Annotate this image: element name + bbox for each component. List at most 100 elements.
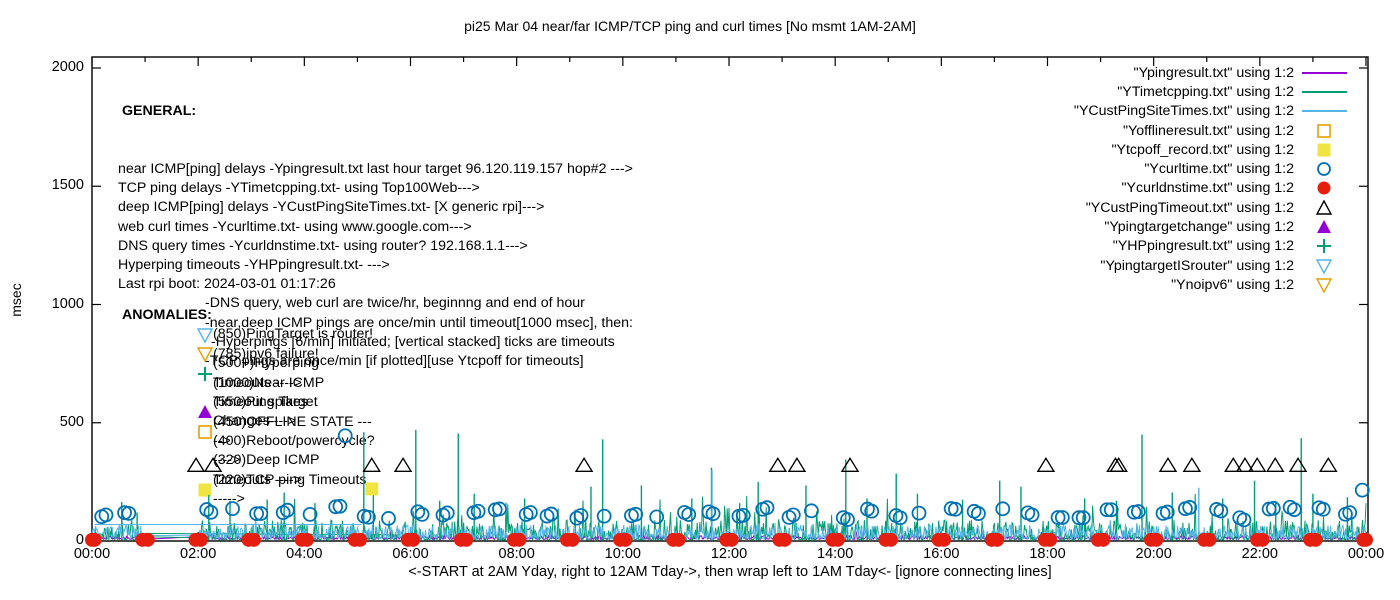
x-tick-label: 04:00 — [286, 546, 323, 562]
plus-icon — [196, 366, 213, 382]
legend-entry: "Ypingresult.txt" using 1:2 — [1036, 63, 1358, 82]
triangle-down-open-icon — [196, 327, 213, 343]
legend-label: "Ycurldnstime.txt" using 1:2 — [1121, 180, 1294, 197]
x-tick-label: 10:00 — [604, 546, 641, 562]
general-line: web curl times -Ycurltime.txt- using www… — [118, 218, 472, 235]
legend-label: "YCustPingTimeout.txt" using 1:2 — [1085, 199, 1294, 216]
x-tick-label: 16:00 — [923, 546, 960, 562]
legend-entry: "Ynoipv6" using 1:2 — [1036, 275, 1358, 294]
legend-key-circle-filled — [1294, 179, 1354, 197]
legend-key-line — [1294, 102, 1354, 120]
legend-entry: "Yofflineresult.txt" using 1:2 — [1036, 121, 1358, 140]
legend-label: "YpingtargetISrouter" using 1:2 — [1100, 257, 1294, 274]
y-axis-label: msec — [8, 283, 24, 317]
legend-key-square-filled — [1294, 141, 1354, 159]
anomaly-row: (220)TCP ping Timeouts -----> — [118, 472, 375, 507]
legend-entry: "Ytcpoff_record.txt" using 1:2 — [1036, 140, 1358, 159]
legend-label: "Ycurltime.txt" using 1:2 — [1144, 161, 1294, 178]
triangle-up-filled-icon — [1317, 220, 1331, 234]
square-open-icon — [196, 424, 213, 440]
y-tick-label: 2000 — [51, 59, 84, 75]
anomaly-bullet-empty — [196, 443, 213, 459]
anomaly-bullet-empty — [196, 385, 213, 401]
circle-open-icon — [1317, 162, 1331, 177]
x-axis-note: <-START at 2AM Yday, right to 12AM Tday-… — [408, 564, 1052, 580]
legend-label: "YHPpingresult.txt" using 1:2 — [1112, 238, 1294, 255]
legend-key-triangle-down-open — [1294, 257, 1354, 275]
anomalies-rows: (850)PingTarget is router! (785)ipv6 fail… — [118, 325, 375, 507]
y-tick-label: 1500 — [51, 177, 84, 194]
triangle-up-filled-icon — [196, 404, 213, 420]
anomalies-text-block: ANOMALIES: (850)PingTarget is router! (78… — [118, 306, 375, 507]
plus-icon — [197, 366, 212, 381]
x-tick-label: 08:00 — [498, 546, 535, 562]
triangle-up-filled-icon — [197, 405, 212, 419]
general-line: DNS query times -Ycurldnstime.txt- using… — [118, 237, 528, 254]
legend-key-triangle-down-open — [1294, 276, 1354, 294]
x-tick-label: 18:00 — [1029, 546, 1066, 562]
x-tick-label: 12:00 — [710, 546, 748, 562]
legend-label: "YCustPingSiteTimes.txt" using 1:2 — [1073, 103, 1294, 120]
legend-label: "Ytcpoff_record.txt" using 1:2 — [1111, 141, 1294, 158]
y-tick-label: 500 — [59, 413, 84, 430]
legend-entry: "Ypingtargetchange" using 1:2 — [1036, 217, 1358, 236]
anomaly-text: (850)PingTarget is router! — [213, 326, 374, 343]
legend-key-plus — [1294, 237, 1354, 255]
general-line: Hyperping timeouts -YHPpingresult.txt- -… — [118, 257, 390, 274]
square-open-icon — [1317, 123, 1331, 138]
anomaly-row: (850)PingTarget is router! — [118, 325, 375, 344]
legend-label: "Ynoipv6" using 1:2 — [1171, 276, 1294, 293]
square-filled-icon — [1317, 143, 1331, 157]
legend-key-square-open — [1294, 122, 1354, 140]
x-tick-label: 14:00 — [817, 546, 854, 562]
legend-label: "Ypingresult.txt" using 1:2 — [1133, 64, 1294, 81]
triangle-down-open-icon — [196, 347, 213, 363]
chart-title: pi25 Mar 04 near/far ICMP/TCP ping and c… — [464, 18, 916, 34]
square-open-icon — [197, 425, 212, 439]
line-icon — [1301, 71, 1347, 74]
x-tick-label: 06:00 — [392, 546, 429, 562]
legend-entry: "YCustPingTimeout.txt" using 1:2 — [1036, 198, 1358, 217]
line-icon — [1301, 110, 1347, 113]
x-tick-label: 22:00 — [1241, 546, 1278, 562]
legend-key-line — [1294, 64, 1354, 82]
general-line: TCP ping delays -YTimetcpping.txt- using… — [118, 180, 480, 197]
general-line: near ICMP[ping] delays -Ypingresult.txt … — [118, 161, 633, 178]
legend-entry: "YpingtargetISrouter" using 1:2 — [1036, 256, 1358, 275]
y-tick-label: 0 — [75, 532, 84, 548]
triangle-down-open-icon — [196, 346, 213, 363]
triangle-up-open-icon — [1315, 199, 1333, 215]
square-filled-icon — [198, 483, 211, 497]
legend-entry: "Ycurldnstime.txt" using 1:2 — [1036, 179, 1358, 198]
general-line: deep ICMP[ping] delays -YCustPingSiteTim… — [118, 199, 545, 216]
legend-label: "Ypingtargetchange" using 1:2 — [1104, 219, 1294, 236]
x-tick-label: 00:00 — [1347, 546, 1385, 562]
anomaly-text: (220)TCP ping Timeouts -----> — [213, 471, 367, 508]
general-line: Last rpi boot: 2024-03-01 01:17:26 — [118, 276, 336, 293]
x-tick-label: 00:00 — [73, 546, 111, 562]
y-tick-label: 1000 — [51, 295, 84, 312]
plus-icon — [1317, 239, 1331, 254]
legend-entry: "YTimetcpping.txt" using 1:2 — [1036, 82, 1358, 101]
legend-key-triangle-up-open — [1294, 199, 1354, 217]
legend-label: "Yofflineresult.txt" using 1:2 — [1123, 122, 1294, 139]
legend-key-triangle-up-filled — [1294, 218, 1354, 236]
legend-entry: "Ycurltime.txt" using 1:2 — [1036, 159, 1358, 178]
legend-key-line — [1294, 83, 1354, 101]
legend-key-circle-open — [1294, 160, 1354, 178]
chart-legend: "Ypingresult.txt" using 1:2 "YTimetcpping… — [1036, 63, 1358, 295]
line-icon — [1301, 90, 1347, 93]
legend-entry: "YCustPingSiteTimes.txt" using 1:2 — [1036, 102, 1358, 121]
triangle-down-open-icon — [1315, 278, 1333, 294]
x-tick-label: 20:00 — [1135, 546, 1172, 562]
triangle-down-open-icon — [1315, 258, 1333, 275]
anomalies-heading: ANOMALIES: — [122, 307, 212, 323]
x-tick-label: 02:00 — [180, 546, 217, 562]
triangle-down-open-icon — [196, 328, 213, 343]
general-heading: GENERAL: — [122, 103, 197, 120]
anomaly-bullet-empty — [196, 463, 213, 479]
legend-label: "YTimetcpping.txt" using 1:2 — [1117, 83, 1294, 100]
circle-filled-icon — [1317, 181, 1331, 195]
square-filled-icon — [196, 482, 213, 498]
